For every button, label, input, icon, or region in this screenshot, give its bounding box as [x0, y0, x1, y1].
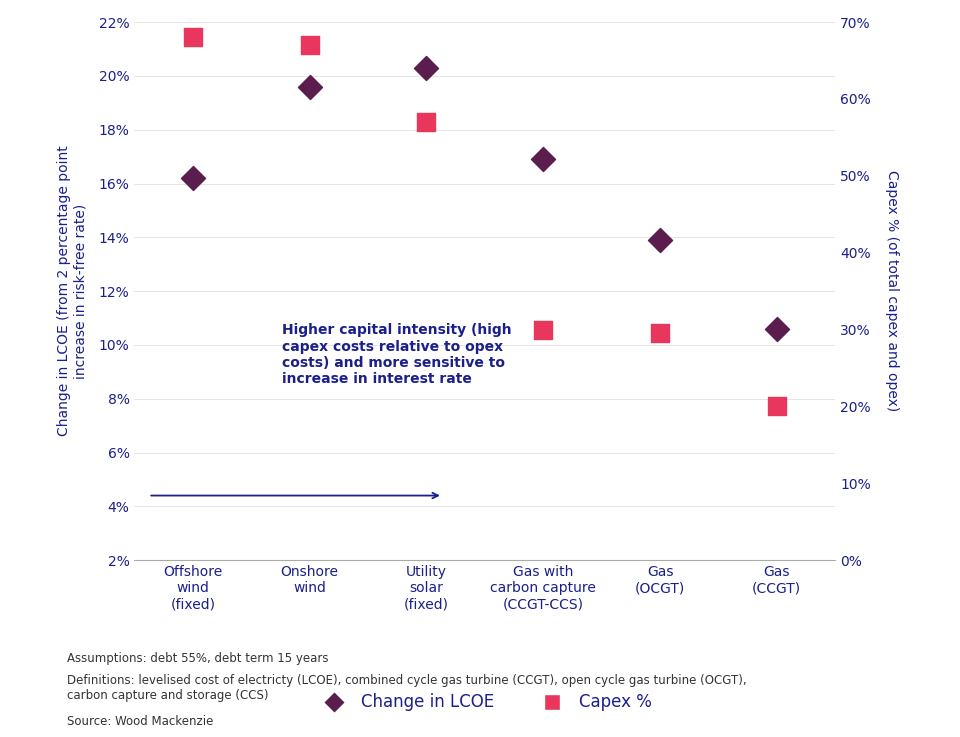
Text: Source: Wood Mackenzie: Source: Wood Mackenzie — [67, 715, 213, 728]
Text: Assumptions: debt 55%, debt term 15 years: Assumptions: debt 55%, debt term 15 year… — [67, 652, 328, 666]
Change in LCOE — [301, 81, 317, 93]
Capex % — [769, 400, 784, 412]
Change in LCOE — [536, 153, 551, 165]
Change in LCOE — [653, 234, 668, 246]
Capex % — [653, 327, 668, 339]
Y-axis label: Change in LCOE (from 2 percentage point
increase in risk-free rate): Change in LCOE (from 2 percentage point … — [58, 146, 87, 436]
Change in LCOE — [419, 62, 434, 74]
Capex % — [185, 32, 201, 43]
Y-axis label: Capex % (of total capex and opex): Capex % (of total capex and opex) — [885, 170, 899, 412]
Change in LCOE — [185, 172, 201, 184]
Capex % — [301, 39, 317, 51]
Capex % — [536, 324, 551, 335]
Change in LCOE — [769, 323, 784, 335]
Legend: Change in LCOE, Capex %: Change in LCOE, Capex % — [311, 687, 659, 718]
Text: Higher capital intensity (high
capex costs relative to opex
costs) and more sens: Higher capital intensity (high capex cos… — [281, 324, 511, 386]
Text: Definitions: levelised cost of electricty (LCOE), combined cycle gas turbine (CC: Definitions: levelised cost of electrict… — [67, 674, 747, 702]
Capex % — [419, 116, 434, 128]
